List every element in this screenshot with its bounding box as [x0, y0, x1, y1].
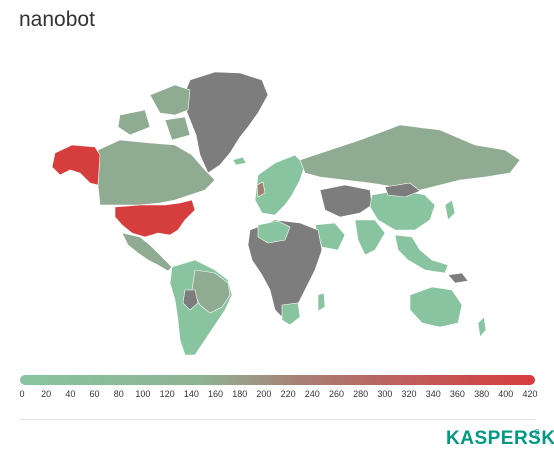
region-madagascar[interactable]	[317, 292, 326, 312]
region-mexico[interactable]	[121, 232, 173, 272]
legend-tick: 340	[425, 389, 441, 399]
logo-text: KASPERSKY	[446, 428, 554, 449]
legend-tick: 420	[522, 389, 538, 399]
legend-tick: 360	[449, 389, 465, 399]
region-uk[interactable]	[256, 181, 266, 198]
region-papua[interactable]	[447, 272, 469, 284]
region-india[interactable]	[354, 219, 386, 256]
region-central-asia[interactable]	[319, 184, 373, 218]
legend-tick: 0	[19, 389, 25, 399]
region-mongolia[interactable]	[384, 182, 421, 198]
region-usa[interactable]	[114, 199, 196, 238]
legend-tick: 160	[208, 389, 224, 399]
region-alaska[interactable]	[51, 144, 101, 186]
logo-sub: lab	[534, 429, 541, 439]
legend-ticks: 0 20 40 60 80 100 120 140 160 180 200 220 240 260 280 3…	[0, 389, 554, 403]
region-europe[interactable]	[254, 154, 306, 216]
region-greenland[interactable]	[181, 71, 269, 174]
legend-tick: 240	[304, 389, 320, 399]
region-japan[interactable]	[444, 199, 456, 221]
region-new-zealand[interactable]	[477, 316, 487, 338]
region-north-africa[interactable]	[257, 220, 291, 244]
world-map	[51, 71, 521, 356]
legend-tick: 140	[183, 389, 199, 399]
region-canada-islands[interactable]	[117, 84, 191, 141]
kaspersky-logo: KASPERSKY lab	[446, 428, 554, 452]
region-iceland[interactable]	[232, 156, 247, 166]
legend-tick: 200	[256, 389, 272, 399]
legend-tick: 180	[232, 389, 248, 399]
region-bolivia[interactable]	[182, 289, 199, 311]
legend-tick: 220	[280, 389, 296, 399]
legend-tick: 120	[159, 389, 175, 399]
legend-tick: 100	[135, 389, 151, 399]
legend-tick: 80	[113, 389, 124, 399]
region-australia[interactable]	[409, 286, 463, 328]
legend-gradient-bar	[20, 375, 535, 385]
footer-divider	[20, 419, 535, 420]
legend-tick: 40	[65, 389, 76, 399]
map-title: nanobot	[19, 8, 95, 31]
legend-tick: 280	[353, 389, 369, 399]
legend-tick: 300	[377, 389, 393, 399]
legend-tick: 260	[328, 389, 344, 399]
region-canada[interactable]	[97, 139, 216, 206]
region-southeast-asia[interactable]	[394, 234, 449, 274]
region-russia[interactable]	[299, 124, 521, 191]
legend-tick: 400	[498, 389, 514, 399]
legend-tick: 60	[89, 389, 100, 399]
legend-tick: 20	[41, 389, 52, 399]
region-southern-africa[interactable]	[281, 302, 301, 326]
legend-tick: 380	[474, 389, 490, 399]
legend-tick: 320	[401, 389, 417, 399]
